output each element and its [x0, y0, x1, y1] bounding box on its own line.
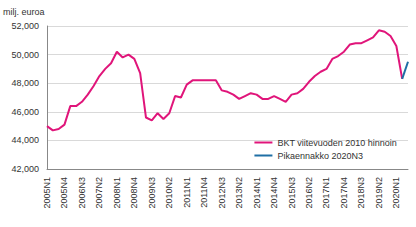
svg-text:2018N3: 2018N3: [356, 177, 366, 209]
svg-text:2017N1: 2017N1: [321, 177, 331, 209]
svg-text:2009N3: 2009N3: [147, 177, 157, 209]
svg-text:2013N2: 2013N2: [234, 177, 244, 209]
svg-text:2012N3: 2012N3: [217, 177, 227, 209]
svg-text:2020N1: 2020N1: [391, 177, 401, 209]
svg-text:2016N2: 2016N2: [304, 177, 314, 209]
svg-text:2007N2: 2007N2: [94, 177, 104, 209]
svg-text:2017N4: 2017N4: [339, 177, 349, 209]
svg-text:2006N3: 2006N3: [77, 177, 87, 209]
svg-text:milj. euroa: milj. euroa: [3, 7, 45, 17]
svg-text:2014N1: 2014N1: [252, 177, 262, 209]
svg-text:52,000: 52,000: [11, 21, 39, 31]
svg-text:BKT viitevuoden 2010 hinnoin: BKT viitevuoden 2010 hinnoin: [277, 138, 396, 148]
svg-text:48,000: 48,000: [11, 78, 39, 88]
svg-text:2011N4: 2011N4: [199, 177, 209, 208]
svg-text:42,000: 42,000: [11, 164, 39, 174]
svg-text:46,000: 46,000: [11, 107, 39, 117]
svg-text:44,000: 44,000: [11, 135, 39, 145]
svg-text:2015N3: 2015N3: [287, 177, 297, 209]
svg-text:2014N4: 2014N4: [269, 177, 279, 209]
svg-text:2005N4: 2005N4: [59, 177, 69, 209]
svg-text:2019N2: 2019N2: [374, 177, 384, 209]
svg-text:2010N2: 2010N2: [164, 177, 174, 209]
svg-text:2011N1: 2011N1: [182, 177, 192, 208]
svg-text:2008N1: 2008N1: [112, 177, 122, 209]
svg-text:Pikaennakko 2020N3: Pikaennakko 2020N3: [277, 151, 363, 161]
svg-text:50,000: 50,000: [11, 50, 39, 60]
svg-text:2005N1: 2005N1: [42, 177, 52, 209]
svg-text:2008N4: 2008N4: [129, 177, 139, 209]
